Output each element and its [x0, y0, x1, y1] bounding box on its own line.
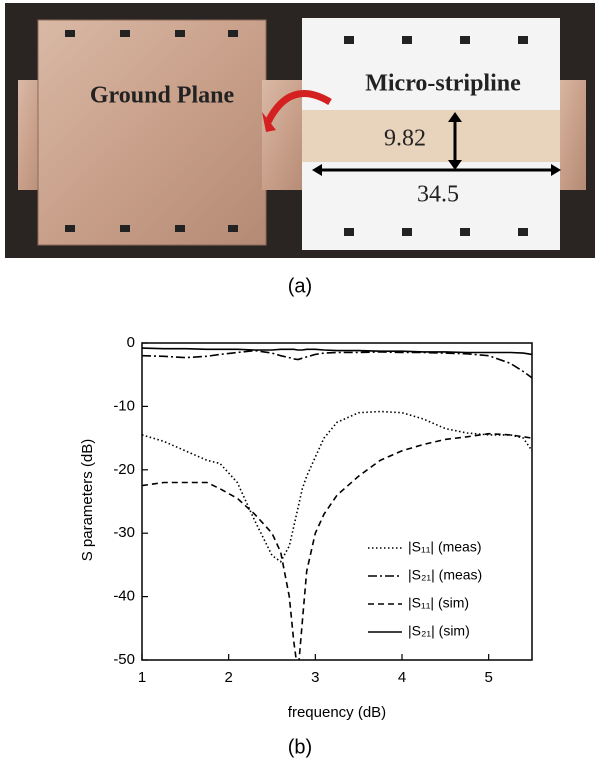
- legend-label: |S₂₁| (sim): [408, 623, 470, 639]
- caption: (a): [288, 275, 312, 297]
- series-line: [142, 349, 532, 379]
- y-tick-label: -50: [113, 651, 135, 668]
- series-line: [142, 347, 532, 356]
- dimension-label: 9.82: [384, 126, 426, 152]
- y-tick-label: -20: [113, 461, 135, 478]
- legend-label: |S₁₁| (meas): [408, 539, 482, 555]
- photo: Ground Plane Micro-stripline 9.82 34.5: [5, 3, 595, 258]
- legend-label: |S₁₁| (sim): [408, 595, 469, 611]
- photo-label: Micro-stripline: [365, 71, 521, 97]
- y-tick-label: -30: [113, 524, 135, 541]
- x-tick-label: 3: [311, 669, 319, 686]
- plot-area: [142, 347, 532, 660]
- dimension-label: 34.5: [417, 182, 459, 208]
- x-tick-label: 1: [138, 669, 146, 686]
- y-tick-label: 0: [127, 334, 135, 351]
- series-line: [142, 432, 532, 660]
- photo-label: Ground Plane: [90, 83, 235, 109]
- y-axis-label: S parameters (dB): [79, 439, 96, 562]
- x-tick-label: 4: [398, 669, 406, 686]
- plot-frame: [141, 342, 533, 661]
- caption: (b): [288, 736, 312, 758]
- y-tick-label: -40: [113, 588, 135, 605]
- series-line: [142, 410, 532, 563]
- legend-label: |S₂₁| (meas): [408, 567, 482, 583]
- x-tick-label: 5: [484, 669, 492, 686]
- x-tick-label: 2: [224, 669, 232, 686]
- y-tick-label: -10: [113, 397, 135, 414]
- x-axis-label: frequency (dB): [288, 704, 386, 721]
